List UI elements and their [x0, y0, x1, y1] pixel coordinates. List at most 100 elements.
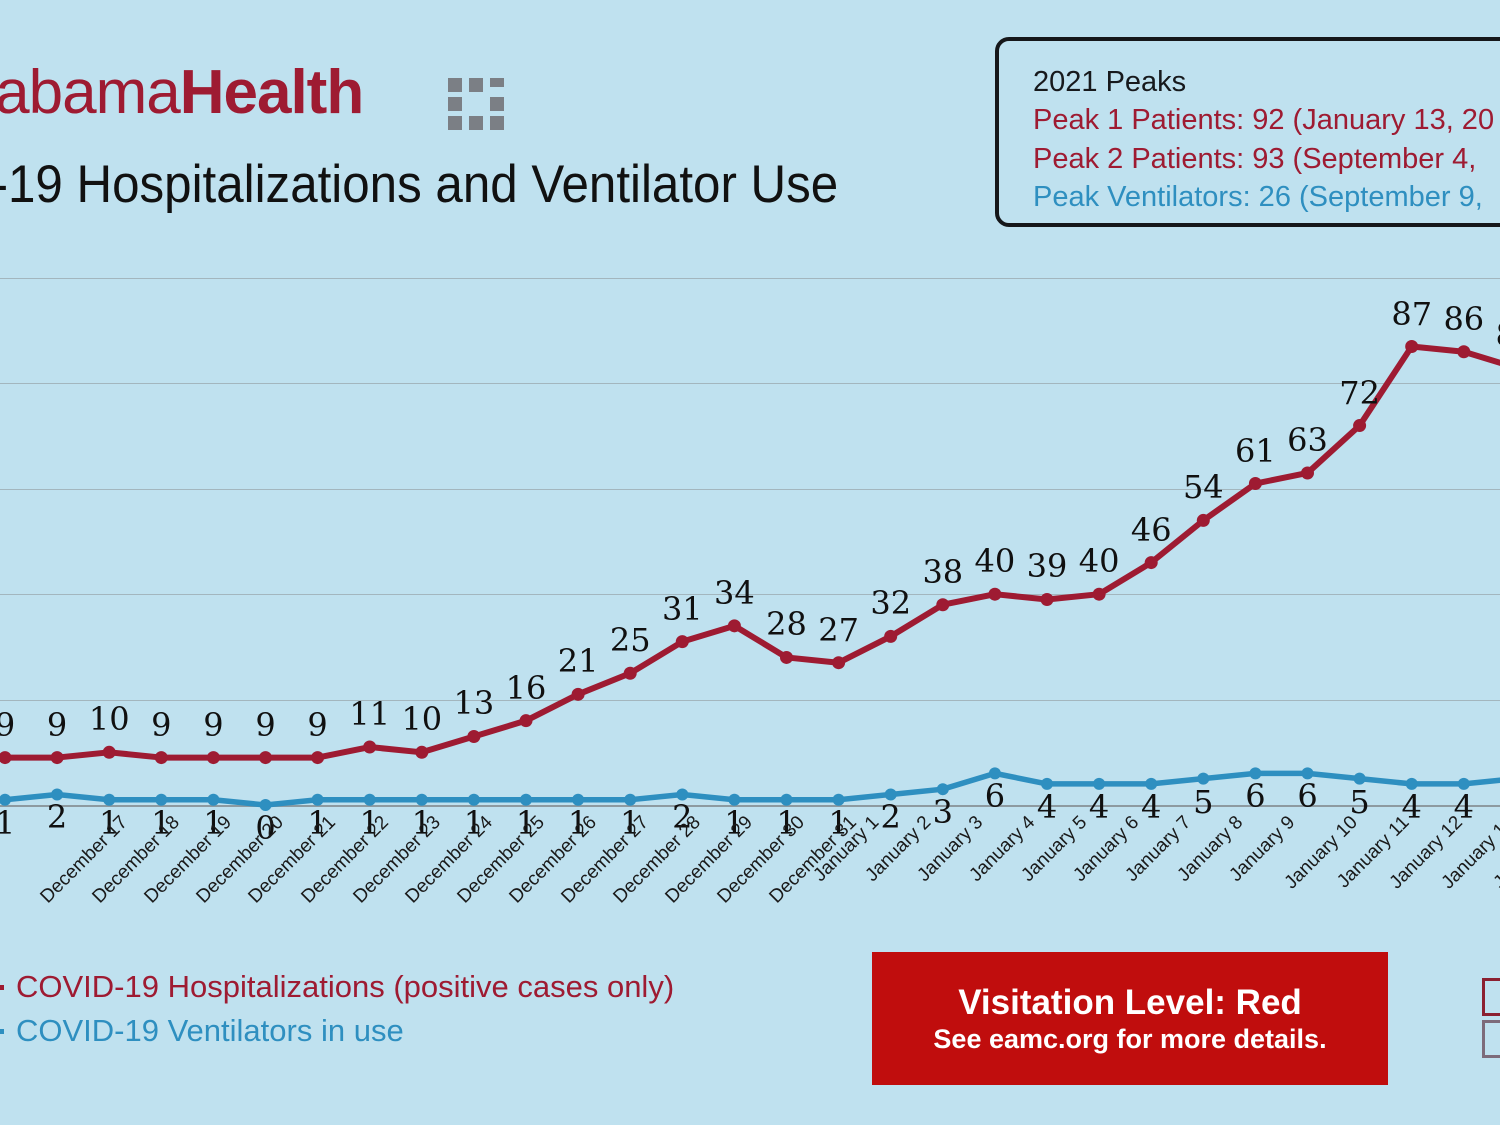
data-point	[988, 767, 1001, 780]
data-point	[936, 783, 949, 796]
data-point	[1457, 345, 1471, 359]
data-label: 63	[1287, 420, 1328, 459]
data-label: 31	[661, 589, 703, 628]
gridline	[0, 805, 1500, 807]
data-label: 1	[776, 803, 797, 842]
data-label: 2	[46, 798, 68, 837]
data-label: 9	[46, 705, 68, 744]
data-point	[832, 793, 845, 806]
data-label: 27	[818, 610, 859, 649]
data-label: 21	[557, 642, 599, 681]
data-label: 4	[1453, 787, 1474, 826]
data-label: 9	[307, 705, 328, 744]
data-label: 1	[620, 803, 641, 842]
data-label: 9	[203, 705, 224, 744]
data-point	[1041, 777, 1053, 790]
data-label: 1	[411, 803, 432, 842]
data-label: 1	[203, 803, 224, 842]
legend-label-hospitalizations: COVID-19 Hospitalizations (positive case…	[16, 969, 675, 1004]
data-point	[1405, 340, 1419, 354]
data-point	[520, 793, 532, 806]
data-point	[1405, 777, 1418, 790]
data-point	[623, 666, 637, 680]
data-point	[1457, 777, 1470, 790]
data-label: 1	[724, 803, 745, 842]
data-point	[311, 751, 325, 765]
data-point	[467, 729, 481, 743]
data-point	[1196, 513, 1210, 527]
data-point	[519, 714, 533, 728]
gridline	[0, 699, 1500, 701]
data-point	[363, 740, 377, 754]
data-point	[207, 793, 220, 806]
gridline	[0, 383, 1500, 385]
visitation-details-text: See eamc.org for more details.	[933, 1023, 1327, 1054]
data-label: 1	[0, 803, 16, 842]
visitation-level-text: Visitation Level: Red	[958, 982, 1302, 1022]
series-line	[2, 770, 1500, 808]
data-point	[780, 793, 793, 806]
data-point	[1353, 419, 1367, 433]
data-point	[102, 745, 116, 759]
data-label: 9	[0, 705, 16, 744]
data-point	[884, 788, 897, 801]
data-point	[571, 687, 585, 701]
data-point	[1197, 772, 1210, 785]
data-label: 11	[349, 695, 391, 734]
gridline	[0, 278, 1500, 279]
data-label: 16	[505, 668, 547, 707]
data-point	[936, 598, 950, 612]
data-label: 72	[1339, 373, 1380, 412]
gridline	[0, 594, 1500, 596]
data-point	[103, 793, 116, 806]
legend-marker-red-icon	[0, 970, 4, 1004]
series-line	[2, 343, 1500, 761]
data-point	[572, 793, 585, 806]
squares-grid-icon	[448, 78, 504, 130]
data-point	[780, 650, 793, 664]
legend-swatch-box-1	[1482, 978, 1500, 1016]
data-point	[50, 751, 64, 765]
legend-label-ventilators: COVID-19 Ventilators in use	[16, 1013, 404, 1048]
data-label: 3	[932, 793, 953, 832]
series-lines	[0, 340, 1500, 811]
peaks-peak1: Peak 1 Patients: 92 (January 13, 20	[1033, 104, 1495, 137]
brand-logo: AlabamaHealth	[0, 62, 364, 124]
data-point	[727, 619, 741, 633]
data-label: 1	[463, 803, 485, 842]
data-label: 40	[1078, 542, 1120, 581]
plot-area: 9 9 10 9 9 9 9 11 10 13 16 21 25 31 34 28 27 32 38 40 39 40 46…	[0, 278, 1500, 847]
data-point	[676, 788, 689, 801]
data-point	[363, 793, 376, 806]
data-label: 5	[1349, 782, 1370, 821]
data-label: 32	[870, 584, 912, 623]
data-point	[154, 751, 168, 765]
page-title: D-19 Hospitalizations and Ventilator Use	[0, 155, 839, 214]
data-label: 5	[1193, 782, 1214, 821]
data-point	[206, 751, 220, 765]
chart-legend: COVID-19 Hospitalizations (positive case…	[0, 965, 674, 1053]
peaks-annotation-box: 2021 Peaks Peak 1 Patients: 92 (January …	[995, 37, 1500, 227]
data-label: 9	[151, 705, 172, 744]
data-label: 83	[1496, 316, 1500, 354]
data-point	[1301, 767, 1314, 780]
data-point	[1248, 477, 1262, 491]
data-label: 6	[1297, 777, 1318, 816]
data-point	[1144, 556, 1158, 570]
data-point	[155, 793, 168, 806]
data-point	[259, 799, 272, 811]
data-label: 25	[609, 621, 651, 660]
data-label: 0	[255, 809, 276, 847]
peaks-ventilator: Peak Ventilators: 26 (September 9,	[1033, 180, 1483, 213]
data-point	[1145, 777, 1158, 790]
data-label: 1	[515, 803, 537, 842]
legend-swatch-box-2	[1482, 1020, 1500, 1058]
visitation-level-banner[interactable]: Visitation Level: Red See eamc.org for m…	[872, 952, 1388, 1085]
data-label: 4	[1088, 787, 1110, 826]
data-label: 4	[1141, 787, 1162, 826]
data-label: 28	[766, 605, 807, 644]
data-point	[259, 751, 272, 765]
data-label: 1	[828, 803, 849, 842]
data-label: 9	[255, 705, 276, 744]
data-label: 87	[1391, 294, 1433, 333]
